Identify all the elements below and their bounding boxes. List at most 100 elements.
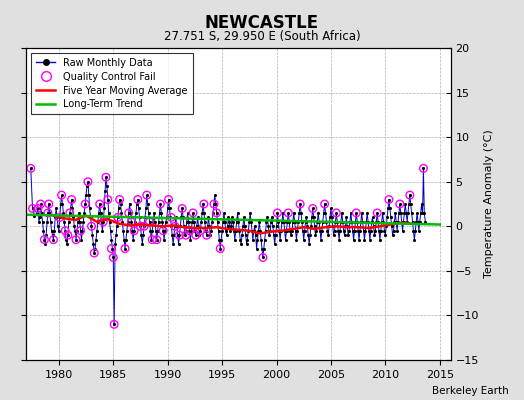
Point [310, 223, 319, 230]
Point [99, 219, 107, 225]
Point [259, 254, 267, 261]
Point [347, 219, 356, 225]
Point [358, 219, 367, 225]
Point [312, 228, 321, 234]
Point [95, 201, 104, 207]
Point [302, 214, 311, 220]
Point [70, 223, 79, 230]
Point [105, 219, 114, 225]
Point [90, 250, 99, 256]
Point [157, 210, 166, 216]
Point [407, 201, 415, 207]
Point [148, 236, 157, 243]
Point [58, 201, 67, 207]
Point [412, 219, 420, 225]
Point [276, 236, 285, 243]
Point [383, 214, 391, 220]
Point [249, 236, 257, 243]
Point [108, 245, 116, 252]
Point [410, 236, 419, 243]
Point [169, 241, 177, 247]
Point [350, 236, 358, 243]
Point [30, 212, 39, 219]
Point [27, 165, 35, 172]
Point [175, 232, 183, 238]
Point [313, 219, 322, 225]
Point [351, 228, 359, 234]
Y-axis label: Temperature Anomaly (°C): Temperature Anomaly (°C) [484, 130, 495, 278]
Point [236, 236, 245, 243]
Point [303, 223, 311, 230]
Point [115, 196, 124, 203]
Point [252, 232, 260, 238]
Point [68, 196, 76, 203]
Point [208, 219, 216, 225]
Point [109, 254, 117, 261]
Point [298, 219, 306, 225]
Point [246, 210, 254, 216]
Point [37, 201, 45, 207]
Point [234, 219, 243, 225]
Point [278, 219, 286, 225]
Point [204, 214, 213, 220]
Point [141, 214, 149, 220]
Point [218, 228, 226, 234]
Point [202, 232, 211, 238]
Point [170, 232, 178, 238]
Point [45, 201, 53, 207]
Point [149, 219, 157, 225]
Point [136, 223, 145, 230]
Point [306, 232, 314, 238]
Point [213, 219, 222, 225]
Point [318, 228, 326, 234]
Point [107, 236, 116, 243]
Point [416, 219, 424, 225]
Point [74, 210, 83, 216]
Point [273, 210, 281, 216]
Point [189, 210, 197, 216]
Point [339, 219, 347, 225]
Point [110, 321, 118, 328]
Point [404, 210, 412, 216]
Point [60, 219, 69, 225]
Point [181, 232, 189, 238]
Point [263, 219, 271, 225]
Point [155, 210, 163, 216]
Point [239, 214, 248, 220]
Point [79, 219, 88, 225]
Point [219, 219, 227, 225]
Point [232, 219, 241, 225]
Point [277, 228, 285, 234]
Point [304, 232, 312, 238]
Point [316, 228, 324, 234]
Point [97, 219, 106, 225]
Point [389, 228, 398, 234]
Point [324, 232, 332, 238]
Point [367, 228, 375, 234]
Point [200, 210, 208, 216]
Point [167, 214, 176, 220]
Point [321, 210, 330, 216]
Point [395, 210, 403, 216]
Point [419, 165, 428, 172]
Point [129, 236, 137, 243]
Point [231, 236, 239, 243]
Point [284, 210, 292, 216]
Point [127, 219, 136, 225]
Point [399, 219, 408, 225]
Point [88, 232, 96, 238]
Point [243, 241, 251, 247]
Point [80, 210, 89, 216]
Point [400, 210, 409, 216]
Point [161, 228, 169, 234]
Point [174, 241, 183, 247]
Point [185, 228, 194, 234]
Point [176, 223, 184, 230]
Point [136, 223, 145, 230]
Point [196, 228, 204, 234]
Point [420, 210, 429, 216]
Point [270, 232, 278, 238]
Point [68, 205, 77, 212]
Point [266, 228, 275, 234]
Point [147, 236, 156, 243]
